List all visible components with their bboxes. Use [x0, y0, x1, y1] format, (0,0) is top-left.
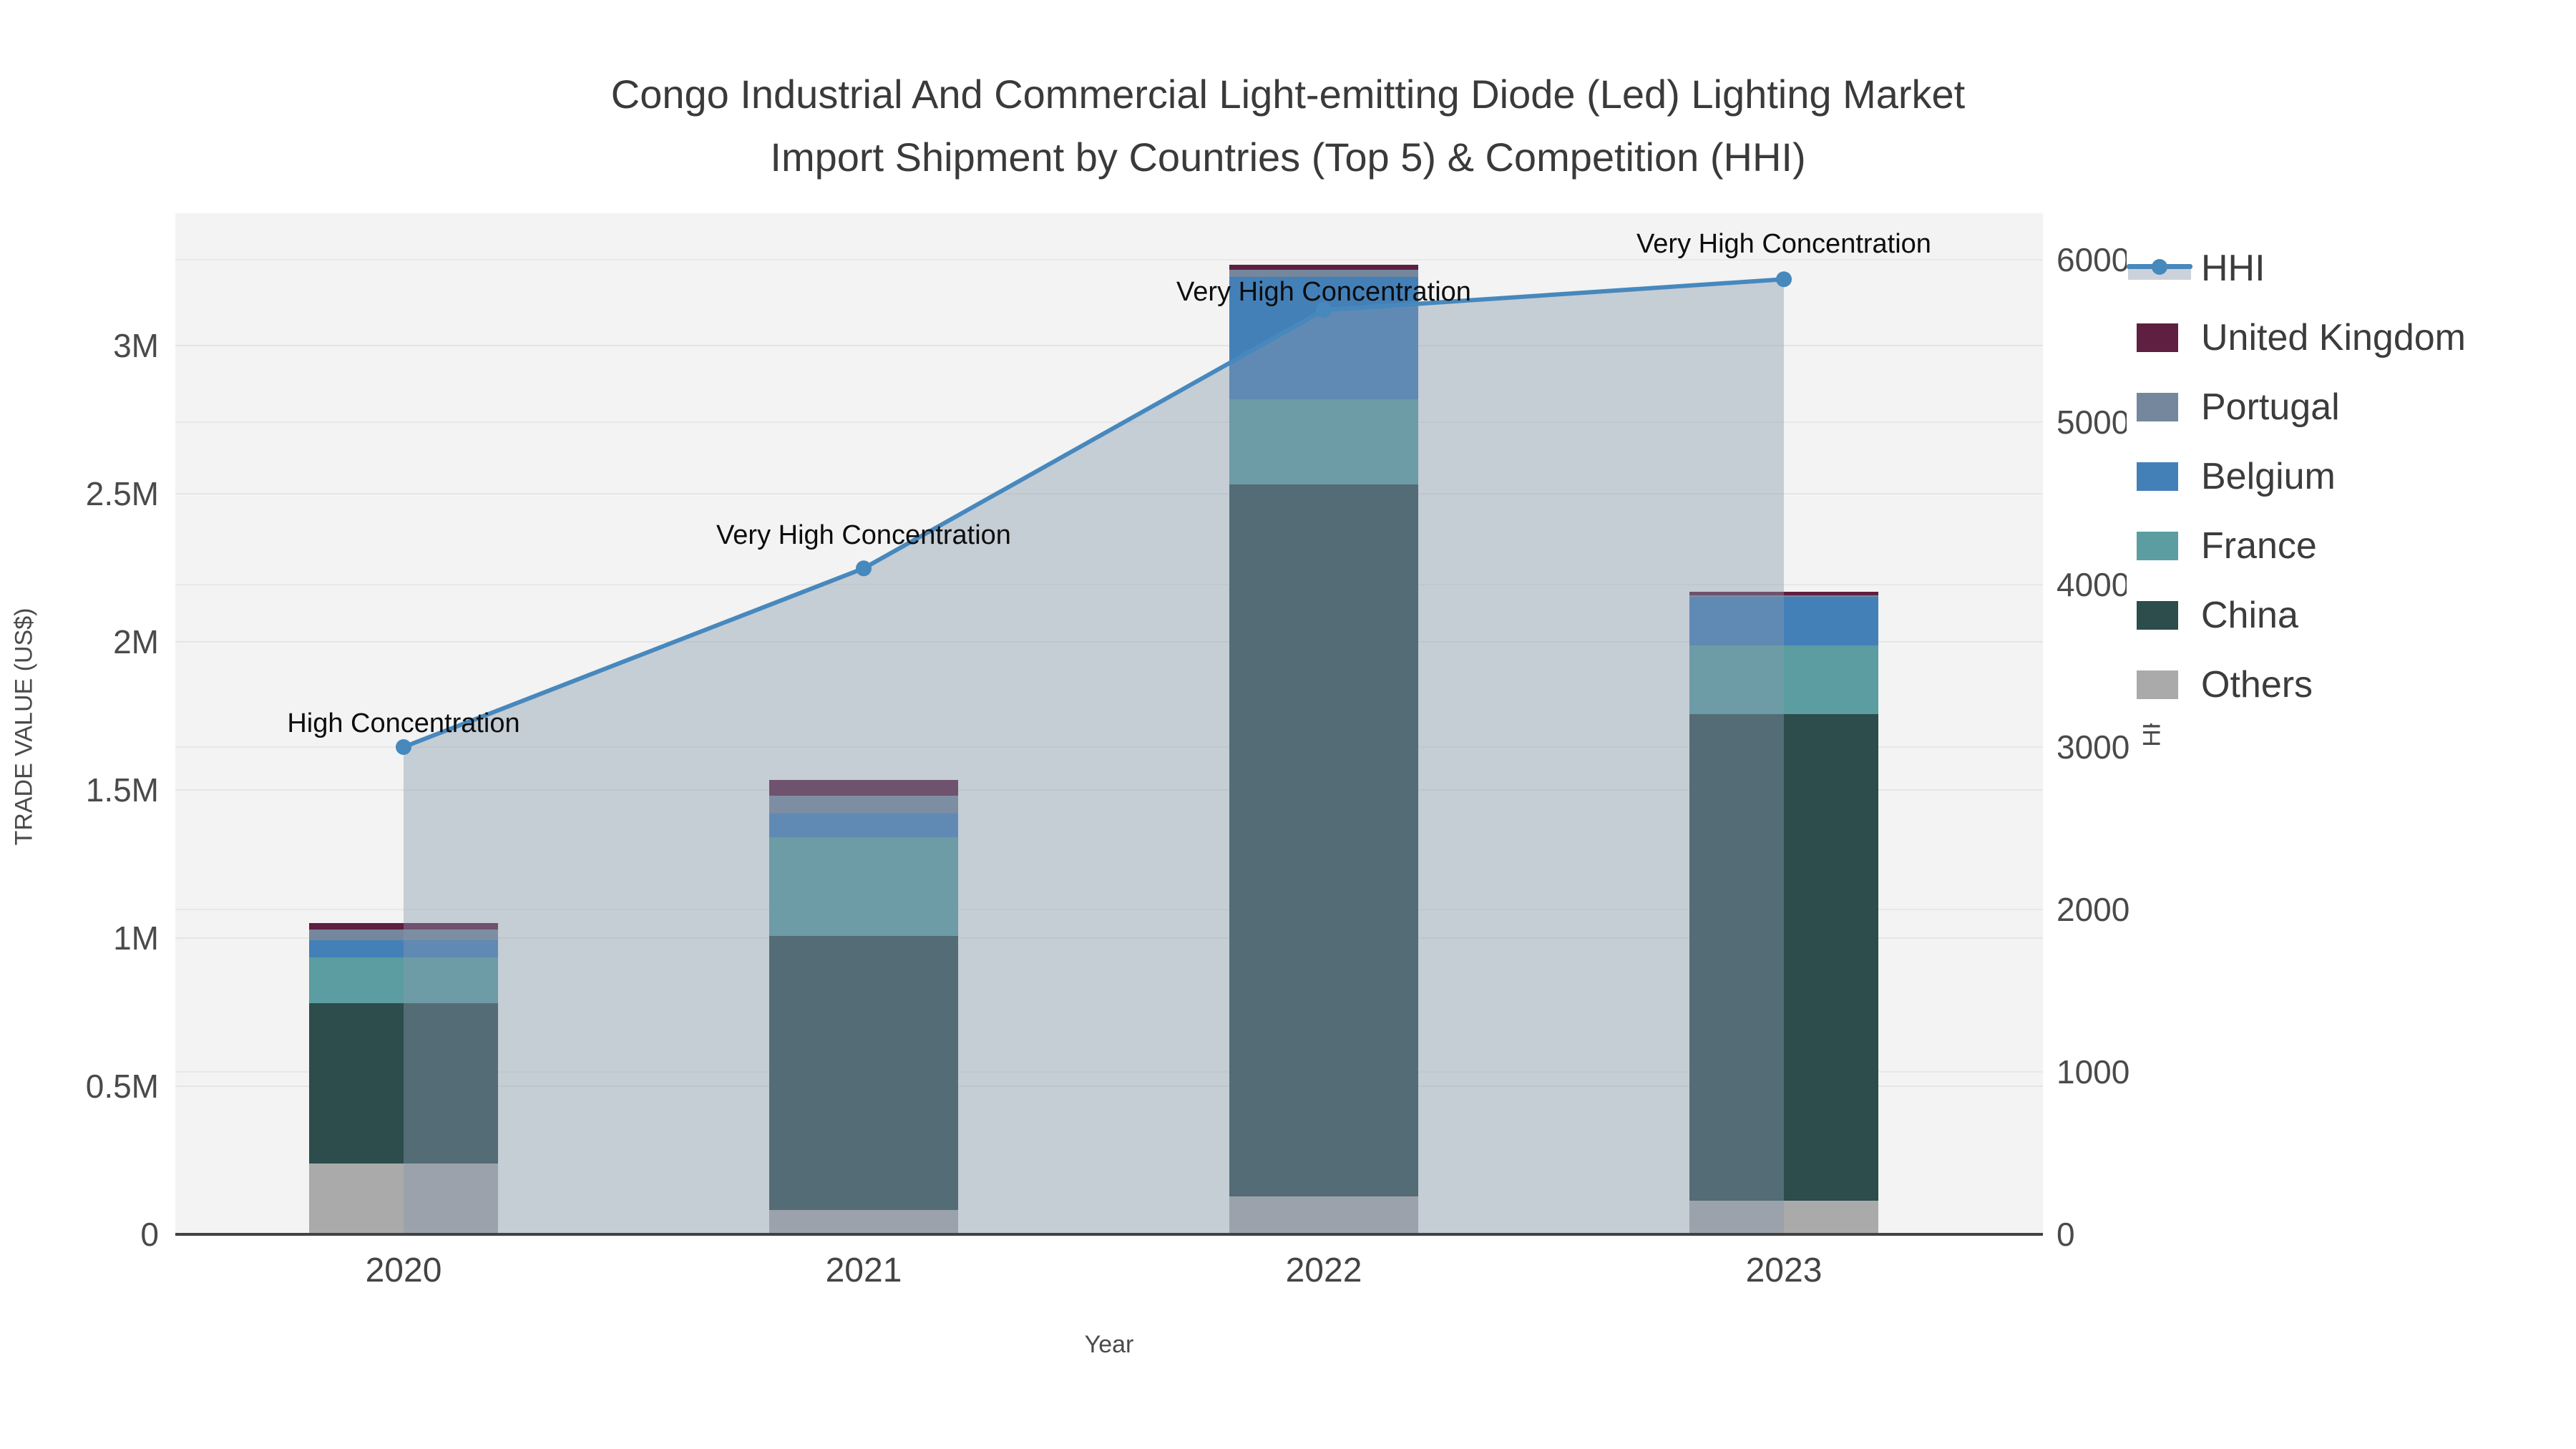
hhi-legend-symbol	[2127, 253, 2192, 284]
bar-segment-united-kingdom-2023[interactable]	[1689, 592, 1878, 595]
bar-segment-others-2021[interactable]	[769, 1210, 958, 1234]
x-tick-2022: 2022	[1285, 1252, 1362, 1289]
gridline-left	[175, 345, 2043, 346]
legend-item-portugal[interactable]: Portugal	[2127, 372, 2576, 441]
x-tick-2023: 2023	[1745, 1252, 1823, 1289]
y-tick-right-2000: 2000	[2057, 891, 2130, 928]
annotation-2021: Very High Concentration	[716, 520, 1011, 551]
bar-segment-others-2023[interactable]	[1689, 1200, 1878, 1234]
bar-segment-france-2023[interactable]	[1689, 645, 1878, 714]
bar-segment-china-2020[interactable]	[309, 1003, 498, 1163]
y-tick-left-0.5M: 0.5M	[85, 1068, 159, 1105]
legend-label: HHI	[2201, 247, 2265, 289]
bar-segment-united-kingdom-2022[interactable]	[1229, 264, 1418, 270]
bar-segment-portugal-2020[interactable]	[309, 929, 498, 940]
gridline-right	[175, 1071, 2043, 1073]
gridline-left	[175, 1085, 2043, 1087]
legend-label: United Kingdom	[2201, 316, 2466, 358]
legend-label: Belgium	[2201, 455, 2336, 497]
y-tick-left-2.5M: 2.5M	[85, 475, 159, 512]
chart-title-line2: Import Shipment by Countries (Top 5) & C…	[770, 135, 1806, 180]
y-tick-left-1.5M: 1.5M	[85, 771, 159, 809]
legend-swatch-china	[2137, 600, 2178, 630]
y-tick-right-0: 0	[2057, 1216, 2075, 1253]
gridline-left	[175, 493, 2043, 494]
y-tick-right-5000: 5000	[2057, 404, 2130, 441]
bar-segment-others-2022[interactable]	[1229, 1196, 1418, 1234]
legend-item-others[interactable]: Others	[2127, 650, 2576, 719]
bar-segment-china-2023[interactable]	[1689, 714, 1878, 1201]
bar-segment-portugal-2021[interactable]	[769, 795, 958, 814]
legend-item-united-kingdom[interactable]: United Kingdom	[2127, 303, 2576, 372]
x-tick-2020: 2020	[365, 1252, 442, 1289]
y-tick-left-0: 0	[140, 1216, 159, 1253]
gridline-left	[175, 789, 2043, 791]
x-axis-line	[175, 1233, 2043, 1236]
gridline-right	[175, 421, 2043, 423]
legend-label: Portugal	[2201, 386, 2340, 428]
legend-label: Others	[2201, 663, 2313, 706]
legend-item-hhi[interactable]: HHI	[2127, 233, 2576, 303]
bar-segment-france-2022[interactable]	[1229, 399, 1418, 484]
annotation-2023: Very High Concentration	[1636, 229, 1931, 260]
chart-title-line1: Congo Industrial And Commercial Light-em…	[610, 72, 1966, 117]
x-axis-title: Year	[1084, 1331, 1134, 1358]
y-tick-right-6000: 6000	[2057, 241, 2130, 278]
annotation-2022: Very High Concentration	[1176, 277, 1471, 308]
bar-segment-belgium-2021[interactable]	[769, 814, 958, 837]
gridline-right	[175, 259, 2043, 260]
gridline-left	[175, 937, 2043, 939]
bar-segment-france-2020[interactable]	[309, 957, 498, 1004]
gridline-right	[175, 909, 2043, 910]
legend-swatch-united-kingdom	[2137, 323, 2178, 352]
x-tick-2021: 2021	[825, 1252, 902, 1289]
bar-segment-others-2020[interactable]	[309, 1163, 498, 1234]
bar-segment-belgium-2020[interactable]	[309, 940, 498, 957]
legend-label: France	[2201, 525, 2317, 567]
y-tick-left-3M: 3M	[113, 327, 159, 364]
legend-swatch-others	[2137, 670, 2178, 699]
bar-segment-united-kingdom-2020[interactable]	[309, 922, 498, 930]
y-tick-right-1000: 1000	[2057, 1053, 2130, 1091]
legend-item-belgium[interactable]: Belgium	[2127, 441, 2576, 511]
legend-label: China	[2201, 594, 2298, 636]
y-axis-title-left: TRADE VALUE (US$)	[10, 608, 38, 846]
bar-segment-portugal-2023[interactable]	[1689, 595, 1878, 597]
bar-segment-united-kingdom-2021[interactable]	[769, 779, 958, 796]
y-tick-right-3000: 3000	[2057, 728, 2130, 766]
hhi-legend-dot	[2152, 258, 2167, 275]
legend-item-china[interactable]: China	[2127, 580, 2576, 650]
legend-swatch-portugal	[2137, 392, 2178, 421]
y-tick-right-4000: 4000	[2057, 566, 2130, 603]
y-tick-left-1M: 1M	[113, 919, 159, 957]
gridline-right	[175, 584, 2043, 585]
legend-swatch-belgium	[2137, 462, 2178, 491]
annotation-2020: High Concentration	[287, 708, 520, 738]
y-tick-left-2M: 2M	[113, 623, 159, 660]
legend-swatch-france	[2137, 531, 2178, 560]
legend-item-france[interactable]: France	[2127, 511, 2576, 580]
legend: HHI United Kingdom Portugal Belgium France Ch…	[2127, 233, 2576, 723]
bar-segment-china-2021[interactable]	[769, 936, 958, 1211]
bar-segment-portugal-2022[interactable]	[1229, 270, 1418, 277]
bar-segment-belgium-2023[interactable]	[1689, 597, 1878, 645]
bar-segment-china-2022[interactable]	[1229, 484, 1418, 1196]
bar-segment-france-2021[interactable]	[769, 836, 958, 937]
chart-title: Congo Industrial And Commercial Light-em…	[0, 63, 2576, 189]
